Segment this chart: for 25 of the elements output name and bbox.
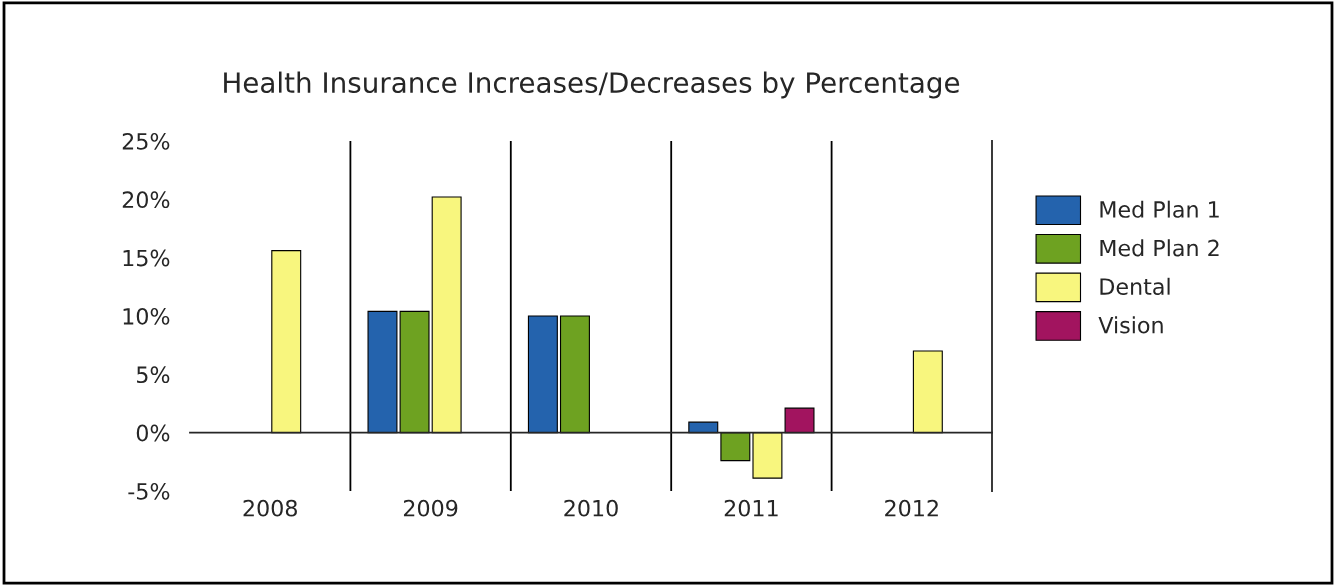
bar: [752, 432, 783, 479]
y-tick-label: 15%: [123, 249, 170, 267]
bar: [559, 315, 590, 434]
y-tick-label: -5%: [128, 482, 170, 500]
y-tick-label: 25%: [122, 132, 170, 150]
x-tick-label: 2008: [243, 499, 297, 517]
bar: [912, 350, 943, 434]
x-tick-label: 2010: [564, 499, 618, 517]
legend-label: Vision: [1098, 316, 1163, 334]
legend-label: Med Plan 1: [1100, 200, 1219, 218]
y-tick-label: 5%: [137, 366, 170, 384]
y-tick-label: 20%: [122, 191, 170, 209]
legend-label: Dental: [1100, 277, 1170, 295]
bar: [720, 432, 751, 462]
chart-title: Health Insurance Increases/Decreases by Percentage: [224, 71, 960, 99]
bar: [431, 196, 462, 434]
x-tick-label: 2009: [403, 499, 458, 517]
y-tick-label: 0%: [136, 424, 170, 442]
x-tick-label: 2011: [724, 499, 778, 517]
bar: [784, 407, 815, 434]
bar: [271, 250, 302, 434]
bar: [527, 315, 558, 434]
legend-label: Med Plan 2: [1100, 239, 1219, 257]
y-tick-label: 10%: [123, 307, 170, 325]
x-tick-label: 2012: [885, 499, 938, 517]
